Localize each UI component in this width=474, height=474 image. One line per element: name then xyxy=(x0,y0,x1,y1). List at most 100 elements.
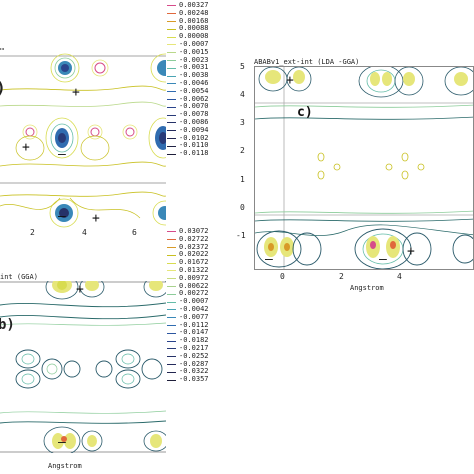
panel-a-legend-value: 0.00008 xyxy=(179,32,209,41)
panel-a-legend-entry: -0.0023 xyxy=(167,55,237,65)
panel-a-legend-value: -0.0023 xyxy=(179,55,209,64)
panel-a-legend-value: -0.0046 xyxy=(179,78,209,87)
panel-a-legend-value: -0.0102 xyxy=(179,133,209,142)
panel-b-plus-marker: + xyxy=(76,282,84,297)
panel-b-legend-swatch xyxy=(167,379,176,381)
panel-b-legend-entry: 0.01672 xyxy=(167,258,237,267)
panel-a-legend-entry: -0.0094 xyxy=(167,125,237,135)
panel-b-legend-entry: -0.0182 xyxy=(167,336,237,345)
panel-c-atom-top-left xyxy=(258,67,312,92)
panel-a-x-tick: 2 xyxy=(30,228,35,237)
panel-b-legend-value: -0.0042 xyxy=(179,304,209,313)
panel-a-legend-entry: -0.0062 xyxy=(167,95,237,104)
panel-a-legend-swatch xyxy=(167,75,176,77)
panel-c-x-tick: 0 xyxy=(280,272,285,281)
panel-a-legend-swatch xyxy=(167,91,176,93)
panel-b-legend-entry: -0.0287 xyxy=(167,359,237,369)
panel-b-legend-swatch xyxy=(167,309,176,311)
panel-b-legend-value: -0.0287 xyxy=(179,359,209,368)
panel-a-legend-value: -0.0054 xyxy=(179,86,209,95)
panel-b-plot: + – b) xyxy=(0,281,166,453)
panel-a-legend-value: -0.0094 xyxy=(179,125,209,134)
panel-b-legend-swatch xyxy=(167,371,176,373)
panel-a-legend-entry: -0.0054 xyxy=(167,86,237,96)
panel-b-legend-entry: 0.00622 xyxy=(167,282,237,291)
panel-a-atom-mid xyxy=(45,117,79,159)
panel-b-legend-swatch xyxy=(167,278,176,280)
panel-b-legend-entry: 0.02722 xyxy=(167,234,237,244)
panel-b-legend-value: 0.00272 xyxy=(179,289,209,298)
panel-a-legend-value: 0.00327 xyxy=(179,1,209,9)
panel-a-legend-swatch xyxy=(167,130,176,132)
panel-a-legend-swatch xyxy=(167,145,176,147)
panel-b-legend-value: 0.02022 xyxy=(179,250,209,259)
panel-b-legend-entry: -0.0147 xyxy=(167,329,237,337)
panel-b-legend-swatch xyxy=(167,324,176,326)
panel-a-legend-swatch xyxy=(167,114,176,116)
panel-a-legend-entry: 0.00168 xyxy=(167,16,237,26)
panel-c-y-tick: 0 xyxy=(240,203,245,212)
panel-a-legend-swatch xyxy=(167,137,176,139)
panel-b-legend-entry: -0.0322 xyxy=(167,368,237,376)
panel-a-legend-swatch xyxy=(167,20,176,22)
panel-b-legend-swatch xyxy=(167,262,176,264)
panel-a-x-tick: 4 xyxy=(82,228,87,237)
panel-b-legend-value: 0.02722 xyxy=(179,234,209,243)
panel-a-legend-swatch xyxy=(167,36,176,38)
panel-a-legend-swatch xyxy=(167,59,176,61)
panel-a-legend-entry: -0.0070 xyxy=(167,103,237,111)
panel-b-title: int (GGA) xyxy=(0,273,38,281)
panel-b-legend-entry: 0.00272 xyxy=(167,290,237,298)
panel-b-legend-value: -0.0147 xyxy=(179,328,209,337)
panel-b-contours: + – xyxy=(0,281,166,453)
panel-a-x-tick: 6 xyxy=(132,228,137,237)
panel-a-legend-entry: -0.0038 xyxy=(167,71,237,80)
panel-c-x-tick: 2 xyxy=(339,272,344,281)
panel-b-legend-value: -0.0252 xyxy=(179,351,209,360)
panel-c-y-tick: 1 xyxy=(240,175,245,184)
panel-a-legend-value: -0.0070 xyxy=(179,102,209,111)
panel-b-legend-value: -0.0007 xyxy=(179,297,209,306)
panel-b-legend-swatch xyxy=(167,239,176,241)
panel-a-legend-value: -0.0007 xyxy=(179,39,209,48)
panel-a-legend-entry: 0.00248 xyxy=(167,9,237,18)
panel-b-legend-swatch xyxy=(167,246,176,248)
panel-a-plus-marker: + xyxy=(92,211,100,226)
panel-a-atom-top xyxy=(50,53,80,83)
panel-a-atom-bottom xyxy=(49,198,79,228)
panel-c-axis-label: Angstrom xyxy=(350,284,384,292)
panel-c-plot: + + – – c) xyxy=(254,66,474,270)
panel-b-legend-entry: -0.0042 xyxy=(167,304,237,314)
panel-a-legend-value: 0.00168 xyxy=(179,16,209,25)
panel-b-legend: 0.03072 0.02722 0.02372 0.02022 0.01672 0.013… xyxy=(167,227,237,384)
panel-a-legend-swatch xyxy=(167,98,176,100)
panel-b-legend-entry: -0.0252 xyxy=(167,351,237,361)
panel-b-legend-swatch xyxy=(167,231,176,233)
panel-b-lobes-right xyxy=(95,349,163,389)
panel-b-legend-value: 0.01672 xyxy=(179,258,209,267)
panel-a-legend-swatch xyxy=(167,52,176,54)
panel-b-legend-entry: 0.02022 xyxy=(167,251,237,259)
panel-c-title: ABABv1_ext-int (LDA -GGA) xyxy=(254,58,360,66)
panel-a-contours: + + – – + xyxy=(0,48,166,230)
panel-a-legend-swatch xyxy=(167,122,176,124)
panel-a-atom-top-right xyxy=(150,53,166,83)
panel-c-atom-top-right xyxy=(444,67,473,96)
panel-a-atom-mid-right xyxy=(148,117,166,159)
panel-b-legend-entry: 0.01322 xyxy=(167,266,237,275)
panel-a-legend-value: -0.0086 xyxy=(179,117,209,126)
panel-a-legend-swatch xyxy=(167,28,176,30)
panel-c-y-tick: -1 xyxy=(236,231,246,240)
panel-b-label: b) xyxy=(0,317,15,333)
panel-b-legend-entry: 0.00972 xyxy=(167,274,237,283)
panel-b-legend-swatch xyxy=(167,293,176,295)
panel-b-legend-swatch xyxy=(167,285,176,287)
panel-a-legend-value: -0.0031 xyxy=(179,63,209,72)
panel-a-legend-swatch xyxy=(167,106,176,108)
panel-c-label: c) xyxy=(297,105,313,120)
panel-c-y-tick: 4 xyxy=(240,90,245,99)
panel-a-plus-marker: + xyxy=(22,140,30,155)
panel-b-legend-swatch xyxy=(167,270,176,272)
panel-a-legend-entry: -0.0086 xyxy=(167,117,237,127)
panel-b-legend-swatch xyxy=(167,301,176,303)
